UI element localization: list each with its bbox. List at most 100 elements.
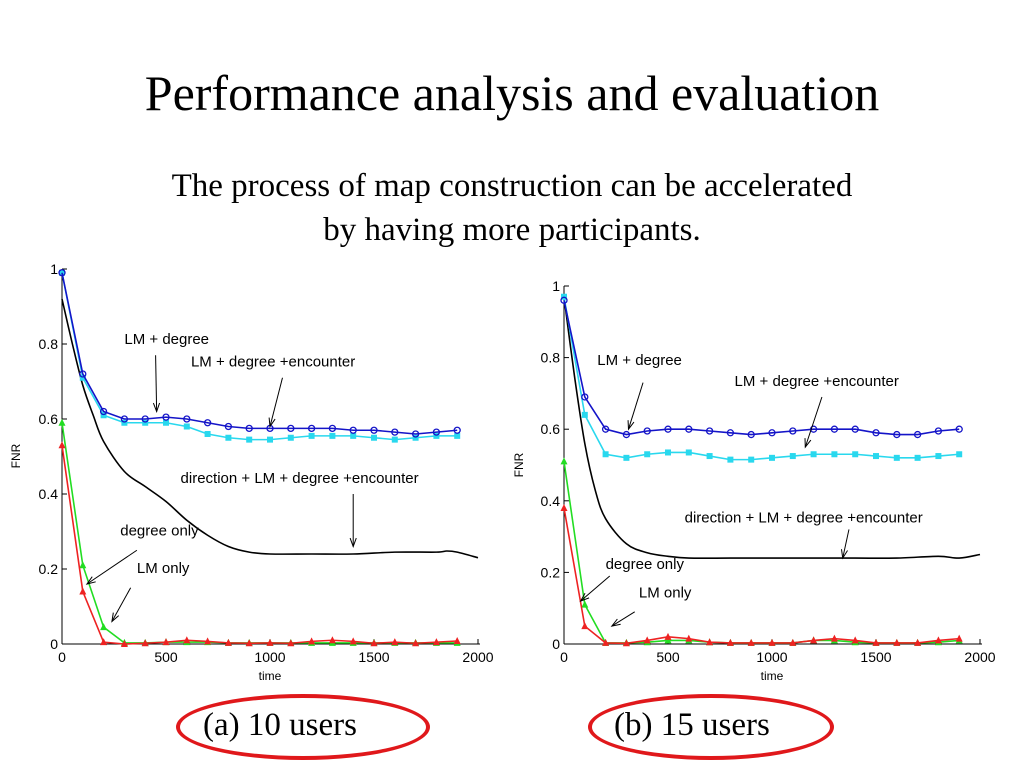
data-point <box>411 430 420 438</box>
data-point <box>245 424 253 433</box>
annotation-label: LM + degree +encounter <box>735 373 899 390</box>
data-point <box>79 370 87 378</box>
data-point <box>726 638 734 646</box>
data-point <box>664 632 672 640</box>
data-point <box>685 634 693 642</box>
data-point <box>685 425 693 433</box>
data-point <box>913 430 922 439</box>
data-point <box>727 456 734 463</box>
x-tick-label: 2000 <box>462 649 493 665</box>
y-tick-label: 0.4 <box>541 493 561 509</box>
y-tick-label: 0.8 <box>541 350 561 366</box>
data-point <box>183 423 190 430</box>
data-point <box>287 434 294 441</box>
data-point <box>893 638 901 646</box>
series-line-lm-only <box>61 445 458 645</box>
subtitle-line-2: by having more participants. <box>323 212 701 248</box>
data-point <box>602 451 609 458</box>
x-tick-label: 1500 <box>860 649 891 665</box>
arrowhead <box>610 618 621 627</box>
annotation-label: LM only <box>639 584 692 601</box>
data-point <box>560 503 568 511</box>
data-point <box>350 432 357 439</box>
data-point <box>768 638 776 646</box>
data-point <box>371 434 377 441</box>
arrowhead <box>804 438 812 449</box>
data-point <box>789 453 796 460</box>
data-point <box>622 430 631 439</box>
y-tick-label: 1 <box>552 278 560 294</box>
data-point <box>955 634 963 642</box>
data-point <box>141 639 149 647</box>
data-point <box>830 634 838 642</box>
y-axis-label: FNR <box>512 452 526 477</box>
data-point <box>141 415 149 423</box>
x-axis-label: time <box>259 669 282 683</box>
annotation-arrow <box>804 396 823 448</box>
slide-subtitle: The process of map construction can be a… <box>0 164 1024 252</box>
data-point <box>769 454 775 461</box>
data-point <box>623 454 630 461</box>
data-point <box>601 425 610 433</box>
data-point <box>726 429 735 437</box>
arrowhead <box>627 420 635 431</box>
x-tick-label: 500 <box>154 649 178 665</box>
data-point <box>349 637 357 645</box>
arrowhead <box>579 592 590 602</box>
data-point <box>266 638 274 646</box>
data-point <box>370 639 378 647</box>
data-point <box>328 636 336 644</box>
data-point <box>893 454 900 461</box>
annotation-label: LM only <box>137 560 190 577</box>
data-point <box>454 432 461 439</box>
data-point <box>664 425 672 433</box>
arrowhead <box>841 549 848 560</box>
data-point <box>58 269 66 277</box>
data-point <box>245 639 253 647</box>
data-point <box>581 411 588 418</box>
data-point <box>433 432 440 439</box>
data-point <box>225 434 232 441</box>
series-line-direction-lm-degree-encounter <box>563 296 981 560</box>
data-point <box>79 587 87 595</box>
data-point <box>287 424 295 433</box>
data-point <box>706 638 714 646</box>
data-point <box>246 436 253 443</box>
data-point <box>370 426 378 434</box>
series-line-lm-degree-encounter <box>563 296 960 461</box>
data-point <box>100 623 108 631</box>
data-point <box>432 428 441 436</box>
annotation-label: degree only <box>120 522 199 539</box>
annotation-label: direction + LM + degree +encounter <box>181 470 419 487</box>
data-point <box>581 600 589 608</box>
data-point <box>308 637 316 645</box>
data-point <box>183 415 191 423</box>
y-tick-label: 0.2 <box>541 564 561 580</box>
series-line-lm-degree-encounter <box>61 272 458 441</box>
series-line-degree-only <box>563 461 960 644</box>
caption-b: (b) 15 users <box>614 707 770 743</box>
caption-oval-b <box>588 694 834 760</box>
data-point <box>872 638 880 646</box>
data-point <box>162 413 170 421</box>
data-point <box>100 638 108 646</box>
data-point <box>142 419 149 426</box>
data-point <box>453 637 461 644</box>
data-point <box>602 638 610 646</box>
y-tick-label: 0.6 <box>39 411 59 427</box>
data-point <box>914 454 921 461</box>
y-tick-label: 0.4 <box>39 486 59 502</box>
data-point <box>831 451 838 458</box>
data-point <box>809 425 818 433</box>
data-point <box>391 638 399 646</box>
arrowhead <box>152 402 161 413</box>
data-point <box>830 425 839 433</box>
data-point <box>747 430 755 439</box>
annotation-label: LM + degree +encounter <box>191 354 355 371</box>
data-point <box>665 449 671 456</box>
arrowhead <box>349 537 357 548</box>
data-point <box>747 638 755 646</box>
data-point <box>58 418 66 426</box>
x-tick-label: 1000 <box>254 649 285 665</box>
